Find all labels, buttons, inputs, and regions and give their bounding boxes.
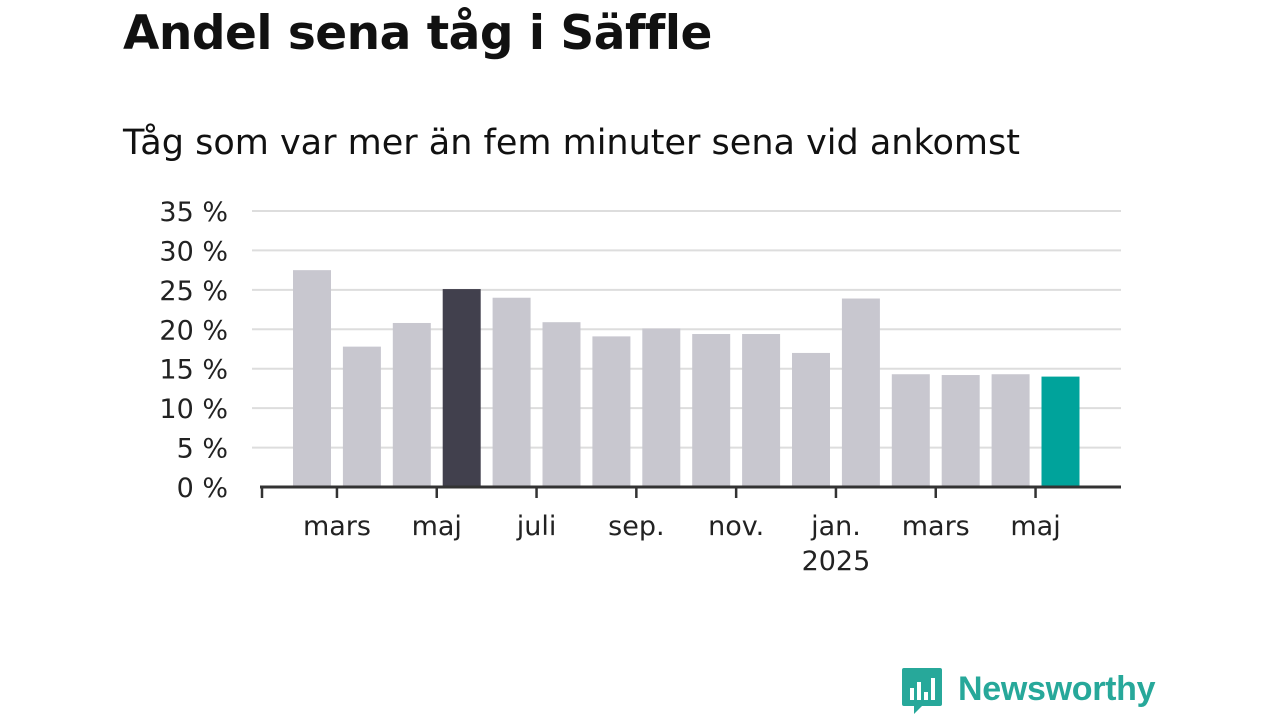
chart-subtitle: Tåg som var mer än fem minuter sena vid … [123, 123, 1020, 163]
x-tick-label: jan. [810, 511, 861, 542]
bar [841, 298, 880, 487]
y-tick-label: 15 % [159, 355, 228, 386]
bar [442, 289, 481, 487]
y-tick-label: 25 % [159, 276, 228, 307]
x-tick-label: maj [412, 511, 462, 542]
x-tick-label: sep. [608, 511, 664, 542]
y-tick-label: 35 % [159, 197, 228, 228]
y-tick-label: 30 % [159, 236, 228, 267]
bar [492, 297, 531, 487]
x-tick-year-label: 2025 [802, 546, 871, 577]
brand-name: Newsworthy [958, 670, 1156, 708]
y-tick-label: 20 % [159, 315, 228, 346]
bar [1041, 376, 1080, 487]
bar [891, 374, 930, 487]
bar [293, 270, 331, 487]
y-tick-label: 5 % [177, 434, 228, 465]
bar [592, 336, 631, 487]
brand-logo: Newsworthy [902, 668, 1156, 720]
x-tick-label: mars [902, 511, 970, 542]
bar [941, 375, 980, 487]
bar [392, 322, 431, 487]
bar [692, 334, 731, 487]
bar [342, 346, 381, 487]
y-tick-label: 10 % [159, 394, 228, 425]
bar [991, 374, 1030, 487]
y-tick-label: 0 % [177, 473, 228, 504]
bar [792, 352, 830, 487]
bar [642, 328, 681, 487]
bar [542, 322, 581, 487]
chart-title: Andel sena tåg i Säffle [123, 6, 712, 61]
x-tick-label: maj [1010, 511, 1060, 542]
x-tick-label: nov. [708, 511, 764, 542]
bar [742, 334, 781, 487]
x-tick-label: mars [303, 511, 371, 542]
bar-chart-speech-bubble-icon [902, 668, 942, 714]
x-tick-label: juli [516, 511, 557, 542]
